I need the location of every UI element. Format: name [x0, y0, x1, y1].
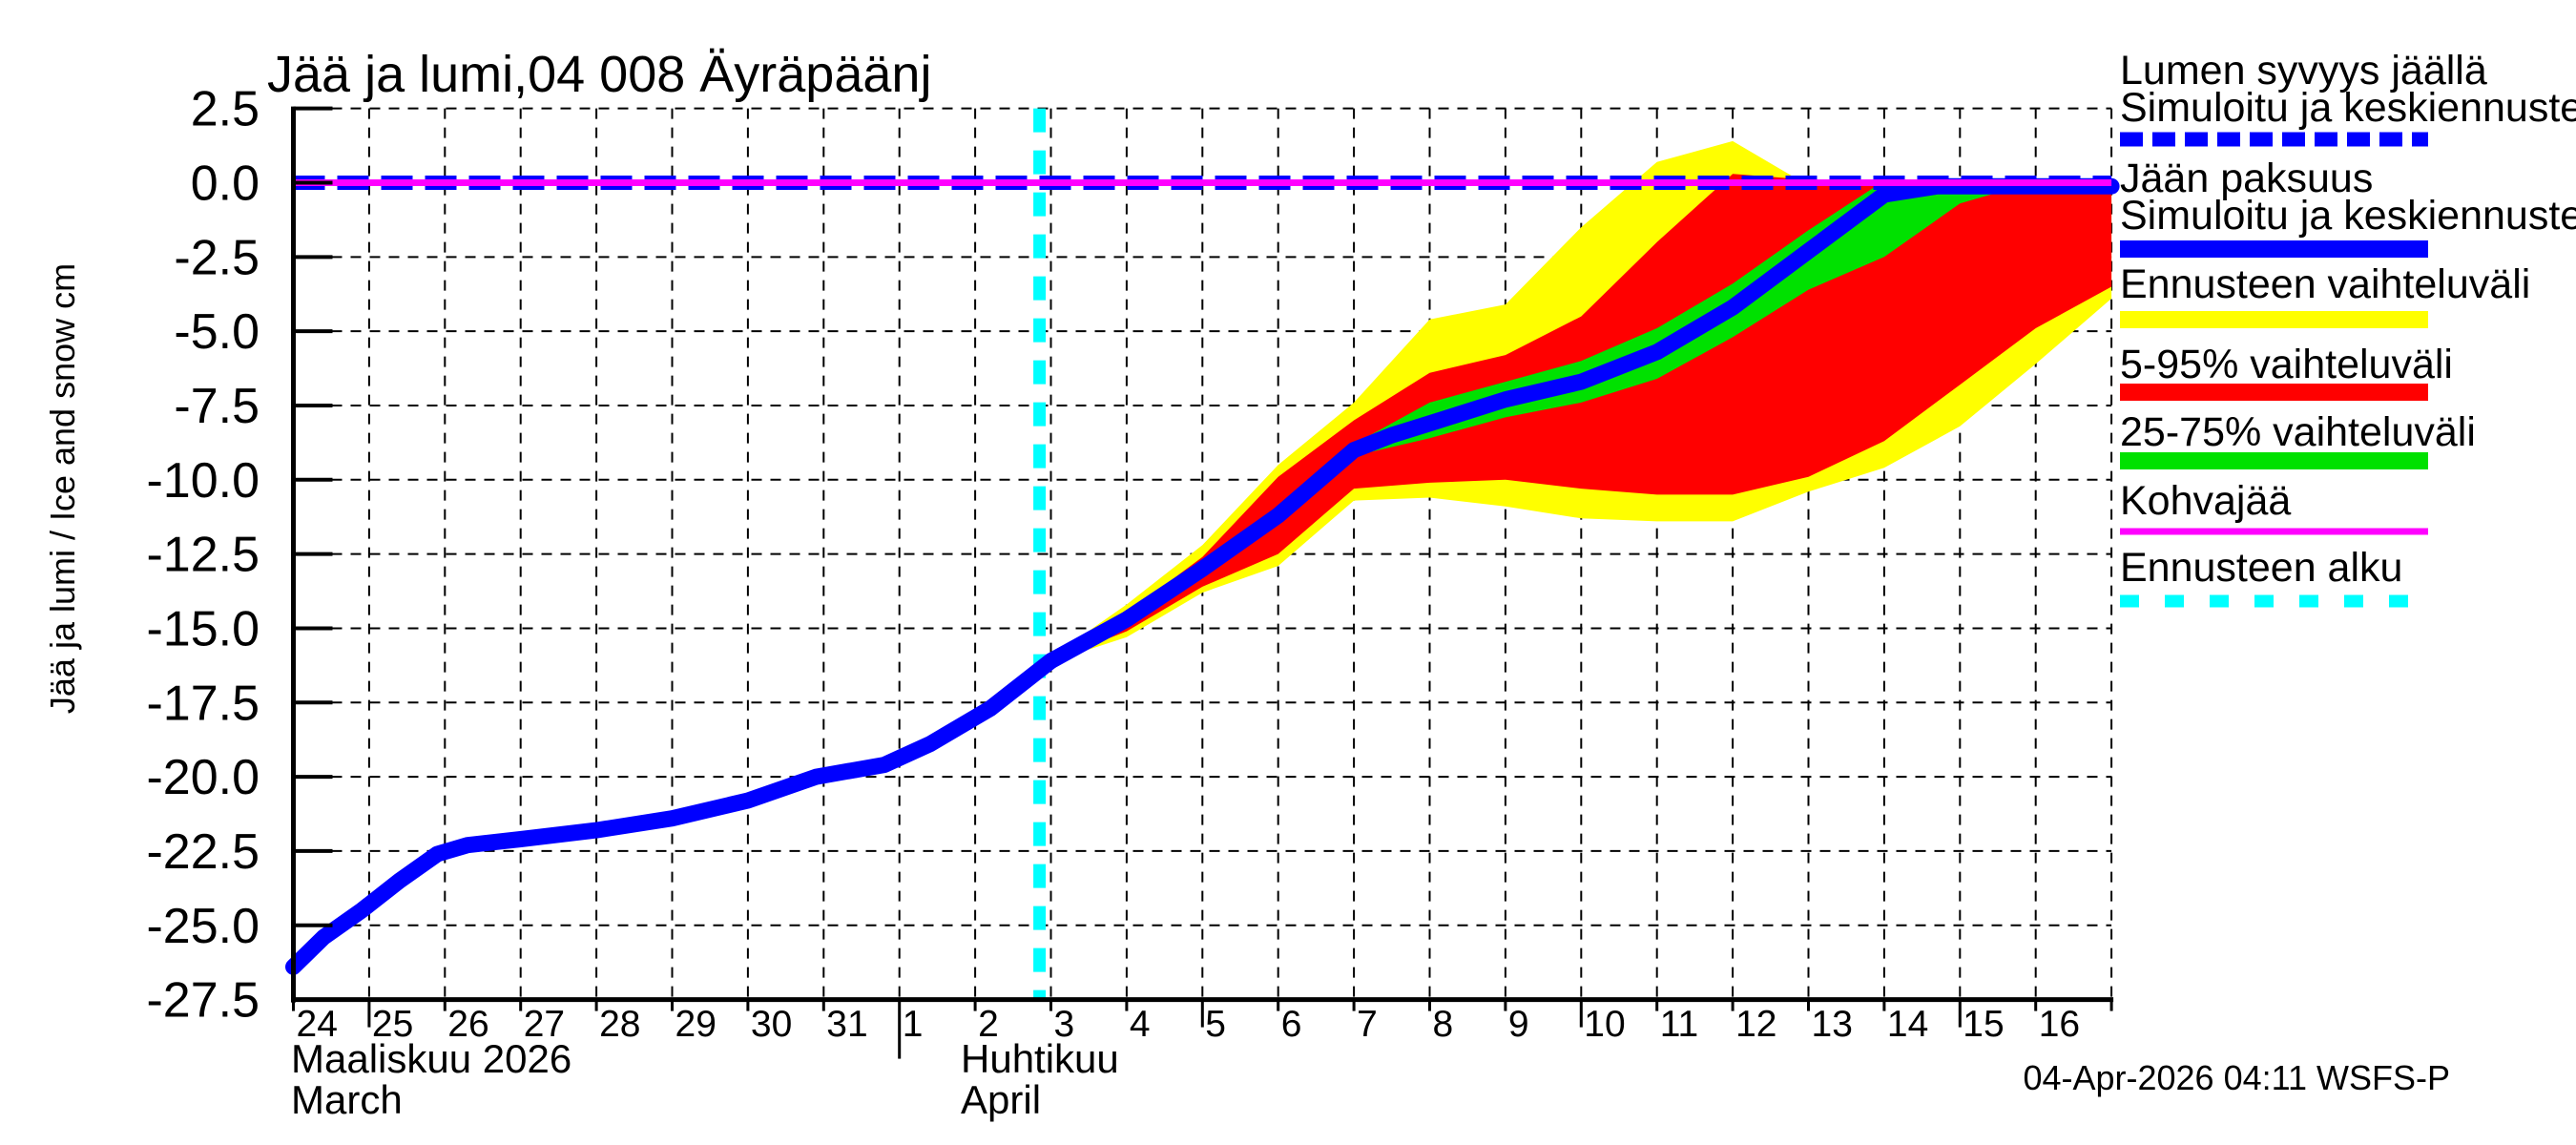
month-label-huhtikuu: Huhtikuu — [961, 1036, 1119, 1081]
legend-item-label: 5-95% vaihteluväli — [2120, 342, 2453, 387]
x-day-label: 30 — [751, 1004, 792, 1045]
y-ticks: 2.5 0.0 -2.5 -5.0 -7.5 -10.0 -12.5 -15.0 -17.5 -2… — [146, 82, 333, 1029]
ice-history-line — [285, 653, 1059, 975]
y-tick-label: -5.0 — [174, 304, 260, 360]
x-day-label: 7 — [1357, 1004, 1378, 1045]
x-day-label: 15 — [1963, 1004, 2004, 1045]
x-day-label: 2 — [978, 1004, 999, 1045]
y-tick-label: -25.0 — [146, 899, 260, 954]
x-day-label: 12 — [1735, 1004, 1776, 1045]
y-axis-label: Jää ja lumi / Ice and snow cm — [43, 263, 82, 714]
x-day-label: 8 — [1433, 1004, 1454, 1045]
x-day-label: 9 — [1508, 1004, 1529, 1045]
ice-forecast-mean-line — [1043, 177, 2120, 670]
y-tick-label: -20.0 — [146, 750, 260, 805]
legend-item-label: Simuloitu ja keskiennuste — [2120, 193, 2576, 239]
x-day-label: 26 — [447, 1004, 488, 1045]
x-day-label: 31 — [826, 1004, 867, 1045]
x-day-label: 13 — [1812, 1004, 1853, 1045]
month-label-april: April — [961, 1077, 1041, 1122]
y-tick-label: -22.5 — [146, 824, 260, 880]
legend-item-label: Ennusteen vaihteluväli — [2120, 261, 2530, 307]
legend-item-4: 25-75% vaihteluväli — [2120, 409, 2476, 469]
x-day-label: 24 — [297, 1004, 338, 1045]
x-day-label: 11 — [1660, 1004, 1699, 1045]
x-day-label: 3 — [1054, 1004, 1075, 1045]
x-day-label: 25 — [372, 1004, 413, 1045]
x-day-label: 14 — [1887, 1004, 1928, 1045]
band-range_5_95 — [1039, 174, 2112, 666]
y-tick-label: -27.5 — [146, 973, 260, 1029]
y-tick-label: -7.5 — [174, 379, 260, 434]
month-label-march: March — [291, 1077, 403, 1122]
y-tick-label: -15.0 — [146, 601, 260, 656]
y-tick-label: -2.5 — [174, 230, 260, 285]
y-tick-label: 2.5 — [191, 82, 260, 137]
y-tick-label: -12.5 — [146, 528, 260, 583]
x-day-label: 5 — [1205, 1004, 1226, 1045]
chart-title: Jää ja lumi,04 008 Äyräpäänj — [267, 46, 931, 103]
x-day-label: 29 — [675, 1004, 717, 1045]
forecast-bands — [1039, 140, 2112, 666]
chart-render-root: 2.5 0.0 -2.5 -5.0 -7.5 -10.0 -12.5 -15.0 -17.5 -2… — [146, 48, 2576, 1059]
legend-item-6: Ennusteen alku — [2120, 545, 2428, 608]
x-day-label: 28 — [599, 1004, 640, 1045]
legend-item-2: Ennusteen vaihteluväli — [2120, 261, 2530, 328]
x-day-label: 1 — [903, 1004, 924, 1045]
legend-item-label: Simuloitu ja keskiennuste — [2120, 85, 2576, 131]
legend-item-label: Jään paksuus — [2120, 156, 2373, 201]
x-day-label: 4 — [1130, 1004, 1151, 1045]
y-tick-label: -17.5 — [146, 676, 260, 731]
x-day-label: 16 — [2039, 1004, 2080, 1045]
legend-item-label: Kohvajää — [2120, 478, 2291, 524]
month-label-maaliskuu: Maaliskuu 2026 — [291, 1036, 571, 1081]
legend-item-3: 5-95% vaihteluväli — [2120, 342, 2453, 401]
x-day-label: 27 — [524, 1004, 565, 1045]
legend-item-5: Kohvajää — [2120, 478, 2428, 535]
legend-item-label: Lumen syvyys jäällä — [2120, 48, 2487, 94]
y-tick-label: 0.0 — [191, 156, 260, 212]
timestamp: 04-Apr-2026 04:11 WSFS-P — [2023, 1058, 2450, 1097]
x-ticks: 24 25 26 27 28 29 30 31 1 2 3 4 5 6 7 8 9 10 11 12 13 14 15 16 — [292, 999, 2113, 1059]
legend-item-label: Ennusteen alku — [2120, 545, 2402, 591]
x-day-label: 6 — [1281, 1004, 1302, 1045]
y-tick-label: -10.0 — [146, 453, 260, 509]
legend-item-label: 25-75% vaihteluväli — [2120, 409, 2476, 455]
x-day-label: 10 — [1584, 1004, 1625, 1045]
